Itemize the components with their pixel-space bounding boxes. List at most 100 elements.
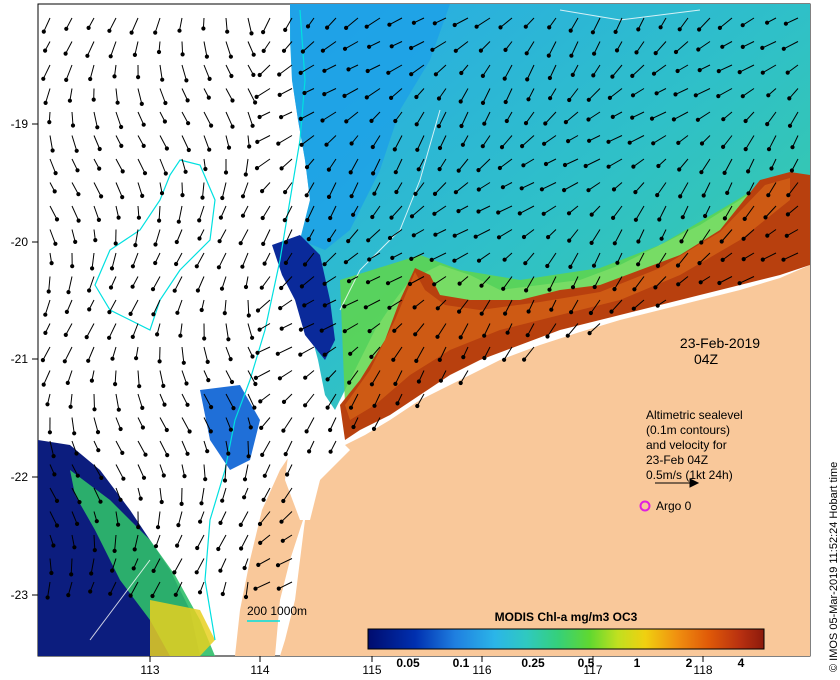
bathymetry-label: 200 1000m	[247, 604, 307, 618]
velocity-vector-head	[112, 548, 117, 554]
velocity-vector-head	[130, 334, 135, 339]
velocity-vector-head	[97, 146, 102, 152]
velocity-vector-head	[262, 473, 267, 478]
velocity-vector-head	[239, 546, 244, 551]
velocity-vector-head	[367, 257, 372, 262]
velocity-vector	[698, 17, 711, 30]
velocity-vector-head	[283, 240, 289, 245]
velocity-vector-head	[569, 310, 574, 315]
velocity-vector-head	[249, 31, 254, 36]
velocity-vector-head	[132, 547, 137, 552]
velocity-vector	[328, 158, 337, 170]
velocity-vector-head	[257, 72, 262, 78]
velocity-vector	[390, 88, 403, 99]
velocity-vector-head	[432, 21, 437, 26]
velocity-vector-head	[175, 310, 180, 315]
velocity-vector-head	[611, 187, 617, 192]
velocity-vector-head	[258, 540, 263, 546]
velocity-vector-head	[325, 405, 330, 410]
lon-tick-118: 118	[693, 663, 712, 677]
velocity-vector-head	[279, 519, 284, 524]
velocity-vector	[765, 205, 777, 218]
velocity-vector	[88, 276, 95, 291]
velocity-vector-head	[676, 282, 681, 287]
velocity-vector	[373, 417, 381, 430]
velocity-vector-head	[251, 52, 256, 57]
legend-line-3: and velocity for	[646, 438, 727, 452]
velocity-vector	[111, 252, 117, 269]
velocity-vector	[658, 205, 667, 220]
velocity-vector	[137, 111, 145, 125]
velocity-vector	[115, 511, 119, 525]
velocity-vector-head	[97, 166, 102, 171]
velocity-vector-head	[590, 30, 596, 35]
velocity-vector	[655, 41, 667, 54]
velocity-vector	[257, 135, 271, 143]
velocity-vector	[351, 182, 359, 197]
velocity-vector	[367, 229, 381, 241]
velocity-vector	[225, 370, 233, 383]
velocity-vector-head	[281, 399, 287, 404]
velocity-vector	[178, 205, 183, 222]
colorbar	[367, 628, 765, 650]
velocity-vector-head	[567, 97, 572, 103]
velocity-vector	[541, 182, 557, 190]
velocity-vector	[614, 229, 623, 244]
velocity-vector-head	[433, 232, 438, 237]
velocity-vector-head	[651, 141, 656, 146]
velocity-vector-head	[365, 68, 370, 74]
velocity-vector-head	[164, 427, 169, 433]
velocity-vector	[655, 276, 667, 288]
velocity-vector	[369, 323, 381, 332]
velocity-vector-head	[458, 335, 463, 340]
velocity-vector-head	[113, 382, 118, 387]
velocity-vector	[565, 111, 579, 123]
velocity-vector-head	[565, 333, 570, 338]
velocity-vector-head	[589, 212, 594, 217]
velocity-vector-head	[202, 336, 207, 341]
velocity-vector	[244, 464, 249, 480]
velocity-vector	[433, 276, 447, 285]
velocity-vector	[115, 182, 123, 198]
velocity-vector-head	[228, 54, 233, 59]
velocity-vector-head	[737, 281, 742, 286]
velocity-vector-head	[787, 123, 793, 128]
velocity-vector	[181, 158, 187, 172]
velocity-vector-head	[459, 70, 464, 76]
velocity-vector	[389, 299, 403, 309]
velocity-vector	[159, 370, 164, 387]
velocity-vector-head	[298, 116, 303, 122]
velocity-vector-head	[66, 290, 71, 295]
velocity-vector-head	[64, 77, 69, 83]
velocity-vector-head	[63, 332, 68, 337]
velocity-vector	[567, 323, 579, 337]
velocity-vector	[478, 158, 491, 171]
velocity-vector-head	[41, 29, 46, 34]
velocity-vector-head	[151, 568, 156, 574]
velocity-vector-head	[476, 209, 481, 214]
velocity-vector	[225, 41, 232, 57]
velocity-vector-head	[746, 169, 751, 174]
velocity-vector-head	[452, 22, 457, 28]
velocity-vector	[281, 158, 293, 169]
velocity-vector-head	[304, 165, 310, 170]
velocity-vector-head	[716, 94, 721, 99]
velocity-vector	[326, 17, 337, 28]
velocity-vector	[175, 581, 183, 596]
velocity-vector	[505, 88, 513, 103]
velocity-vector-head	[497, 165, 502, 171]
velocity-vector	[460, 370, 469, 384]
velocity-vector-head	[259, 285, 264, 290]
velocity-vector	[263, 487, 271, 501]
velocity-vector-head	[742, 216, 747, 221]
velocity-vector	[257, 299, 271, 311]
velocity-vector-head	[541, 211, 546, 216]
velocity-vector	[115, 440, 123, 454]
velocity-vector-head	[198, 519, 203, 524]
velocity-vector-head	[88, 76, 93, 82]
velocity-vector	[329, 205, 337, 219]
velocity-vector-head	[347, 380, 352, 385]
velocity-vector-head	[305, 24, 311, 29]
velocity-vector-head	[250, 123, 255, 128]
velocity-vector	[434, 182, 447, 195]
